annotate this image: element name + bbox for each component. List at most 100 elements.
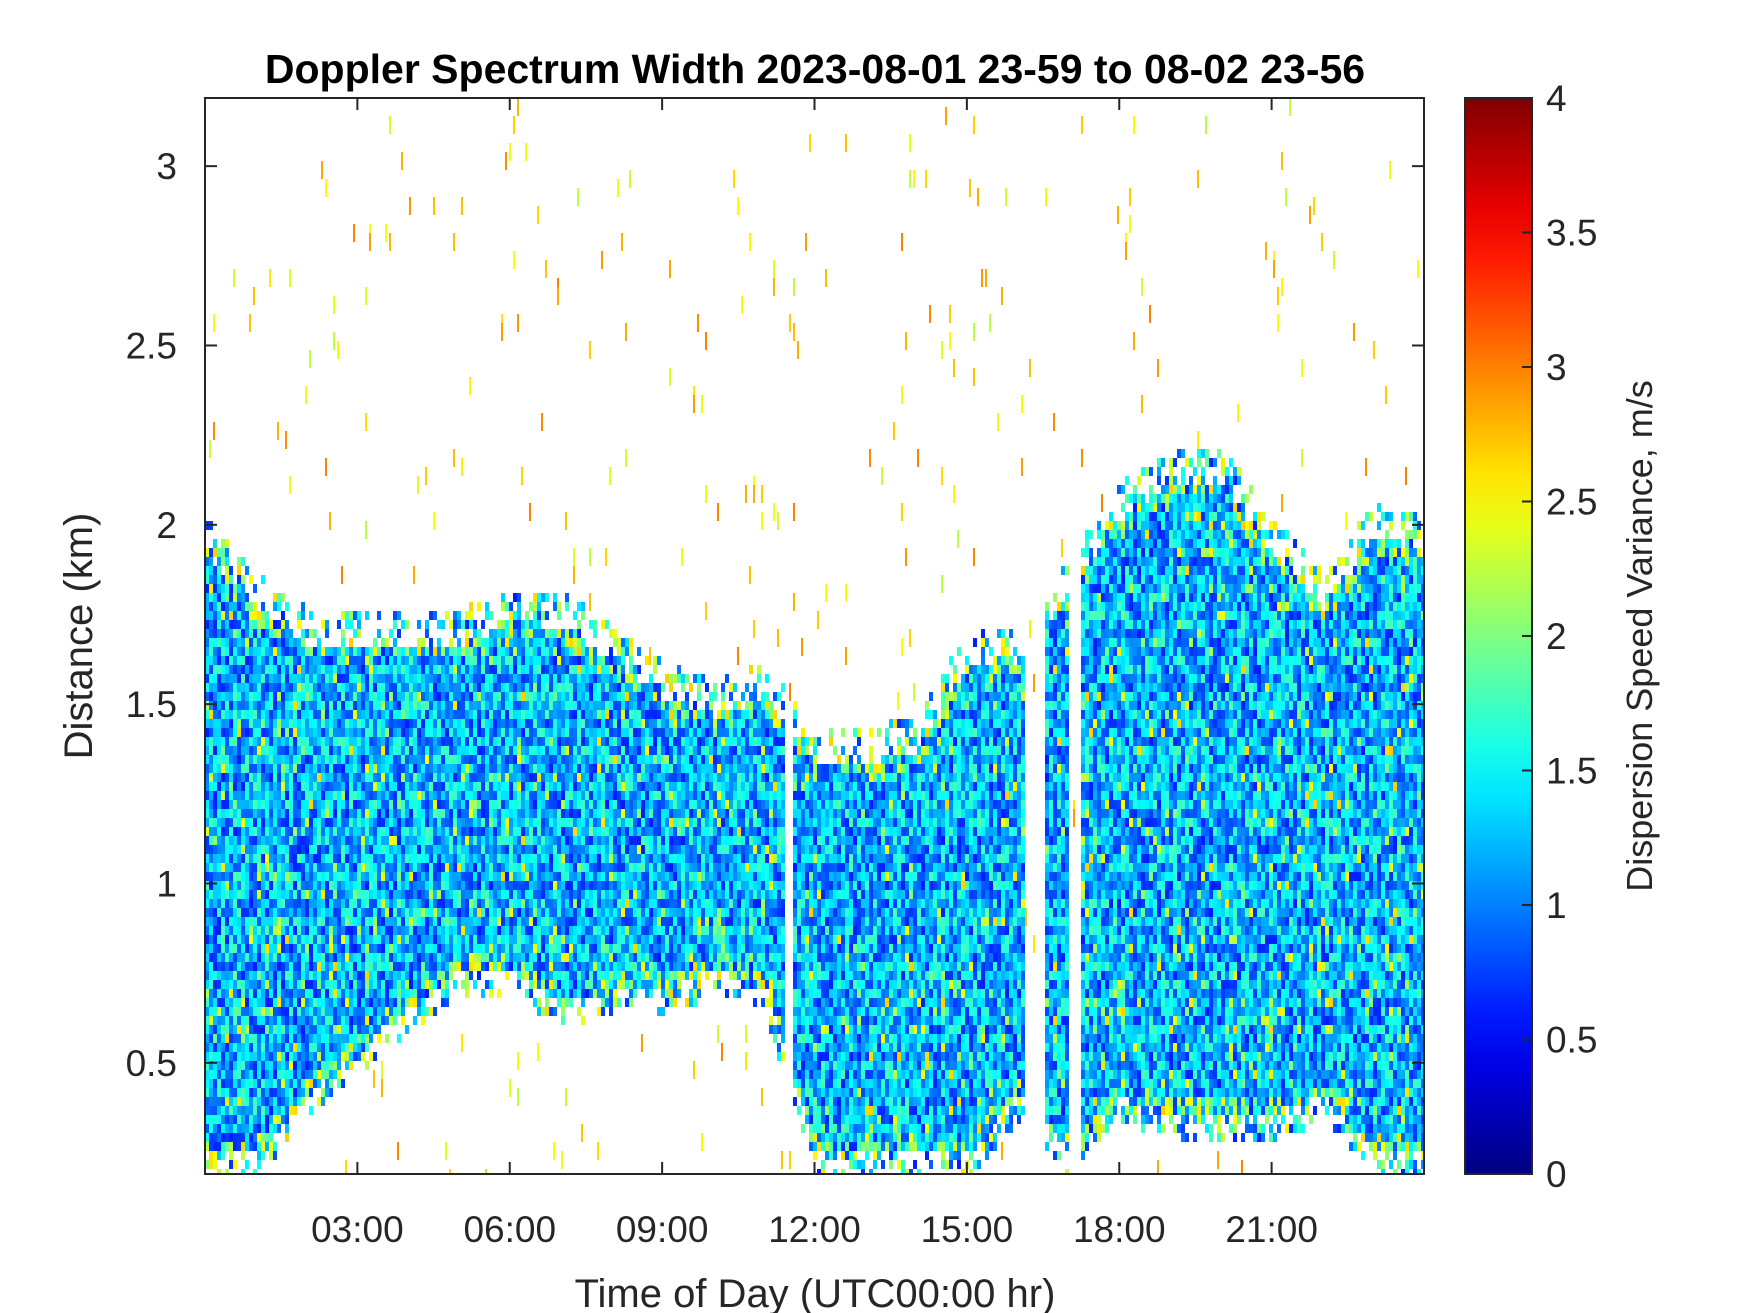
- heatmap-cell: [365, 962, 369, 971]
- heatmap-cell: [465, 863, 469, 872]
- heatmap-cell: [225, 719, 229, 728]
- heatmap-cell: [261, 1007, 265, 1016]
- heatmap-cell: [417, 908, 421, 917]
- heatmap-cell: [225, 728, 229, 737]
- heatmap-cell: [381, 638, 385, 647]
- heatmap-cell: [577, 674, 581, 683]
- heatmap-cell: [553, 764, 557, 773]
- heatmap-cell: [317, 665, 321, 674]
- heatmap-cell: [505, 962, 509, 971]
- heatmap-cell: [217, 881, 221, 890]
- heatmap-cell: [501, 764, 505, 773]
- heatmap-cell: [337, 665, 341, 674]
- heatmap-cell: [289, 1007, 293, 1016]
- heatmap-cell: [521, 908, 525, 917]
- heatmap-cell: [361, 701, 365, 710]
- heatmap-cell: [365, 989, 369, 998]
- heatmap-cell: [205, 548, 209, 557]
- heatmap-cell: [513, 674, 517, 683]
- heatmap-cell: [417, 917, 421, 926]
- heatmap-cell: [365, 791, 369, 800]
- heatmap-cell: [457, 782, 461, 791]
- heatmap-cell: [549, 791, 553, 800]
- heatmap-cell: [417, 881, 421, 890]
- heatmap-cell: [229, 665, 233, 674]
- heatmap-cell: [585, 836, 589, 845]
- heatmap-cell: [493, 863, 497, 872]
- heatmap-cell: [381, 872, 385, 881]
- heatmap-cell: [261, 818, 265, 827]
- heatmap-cell: [285, 773, 289, 782]
- heatmap-cell: [433, 1007, 437, 1016]
- heatmap-cell: [517, 602, 521, 611]
- heatmap-cell: [601, 845, 605, 854]
- heatmap-cell: [313, 674, 317, 683]
- heatmap-cell: [409, 773, 413, 782]
- heatmap-cell: [453, 683, 457, 692]
- heatmap-cell: [233, 1124, 237, 1133]
- heatmap-cell: [573, 791, 577, 800]
- heatmap-cell: [333, 917, 337, 926]
- heatmap-cell: [229, 1133, 233, 1142]
- heatmap-cell: [373, 998, 377, 1007]
- heatmap-cell: [209, 1097, 213, 1106]
- heatmap-cell: [493, 674, 497, 683]
- heatmap-cell: [373, 890, 377, 899]
- heatmap-cell: [473, 908, 477, 917]
- heatmap-cell: [589, 818, 593, 827]
- heatmap-cell: [377, 782, 381, 791]
- heatmap-cell: [485, 890, 489, 899]
- heatmap-cell: [481, 773, 485, 782]
- heatmap-cell: [573, 674, 577, 683]
- heatmap-cell: [449, 737, 453, 746]
- heatmap-cell: [237, 1088, 241, 1097]
- heatmap-cell: [553, 872, 557, 881]
- heatmap-cell: [281, 872, 285, 881]
- heatmap-cell: [521, 800, 525, 809]
- heatmap-cell: [241, 701, 245, 710]
- heatmap-cell: [273, 980, 277, 989]
- heatmap-cell: [289, 674, 293, 683]
- heatmap-cell: [589, 944, 593, 953]
- heatmap-cell: [261, 791, 265, 800]
- heatmap-cell: [577, 656, 581, 665]
- heatmap-cell: [577, 710, 581, 719]
- heatmap-cell: [369, 809, 373, 818]
- heatmap-cell: [501, 683, 505, 692]
- heatmap-cell: [401, 944, 405, 953]
- heatmap-cell: [453, 782, 457, 791]
- heatmap-cell: [409, 953, 413, 962]
- heatmap-cell: [281, 926, 285, 935]
- heatmap-cell: [429, 791, 433, 800]
- heatmap-cell: [377, 899, 381, 908]
- heatmap-cell: [205, 683, 209, 692]
- heatmap-cell: [449, 620, 453, 629]
- heatmap-cell: [317, 764, 321, 773]
- heatmap-cell: [305, 881, 309, 890]
- heatmap-cell: [205, 764, 209, 773]
- heatmap-cell: [265, 737, 269, 746]
- heatmap-cell: [273, 620, 277, 629]
- heatmap-cell: [601, 926, 605, 935]
- heatmap-cell: [225, 908, 229, 917]
- heatmap-cell: [541, 845, 545, 854]
- heatmap-cell: [241, 755, 245, 764]
- heatmap-cell: [377, 944, 381, 953]
- heatmap-cell: [529, 710, 533, 719]
- heatmap-cell: [369, 773, 373, 782]
- heatmap-cell: [409, 710, 413, 719]
- heatmap-cell: [393, 773, 397, 782]
- heatmap-cell: [217, 737, 221, 746]
- heatmap-cell: [417, 746, 421, 755]
- heatmap-cell: [313, 881, 317, 890]
- heatmap-cell: [321, 863, 325, 872]
- heatmap-cell: [317, 962, 321, 971]
- heatmap-cell: [313, 1070, 317, 1079]
- heatmap-cell: [237, 1007, 241, 1016]
- heatmap-cell: [425, 710, 429, 719]
- heatmap-cell: [433, 719, 437, 728]
- heatmap-cell: [325, 971, 329, 980]
- heatmap-cell: [245, 998, 249, 1007]
- heatmap-cell: [221, 1106, 225, 1115]
- heatmap-cell: [593, 863, 597, 872]
